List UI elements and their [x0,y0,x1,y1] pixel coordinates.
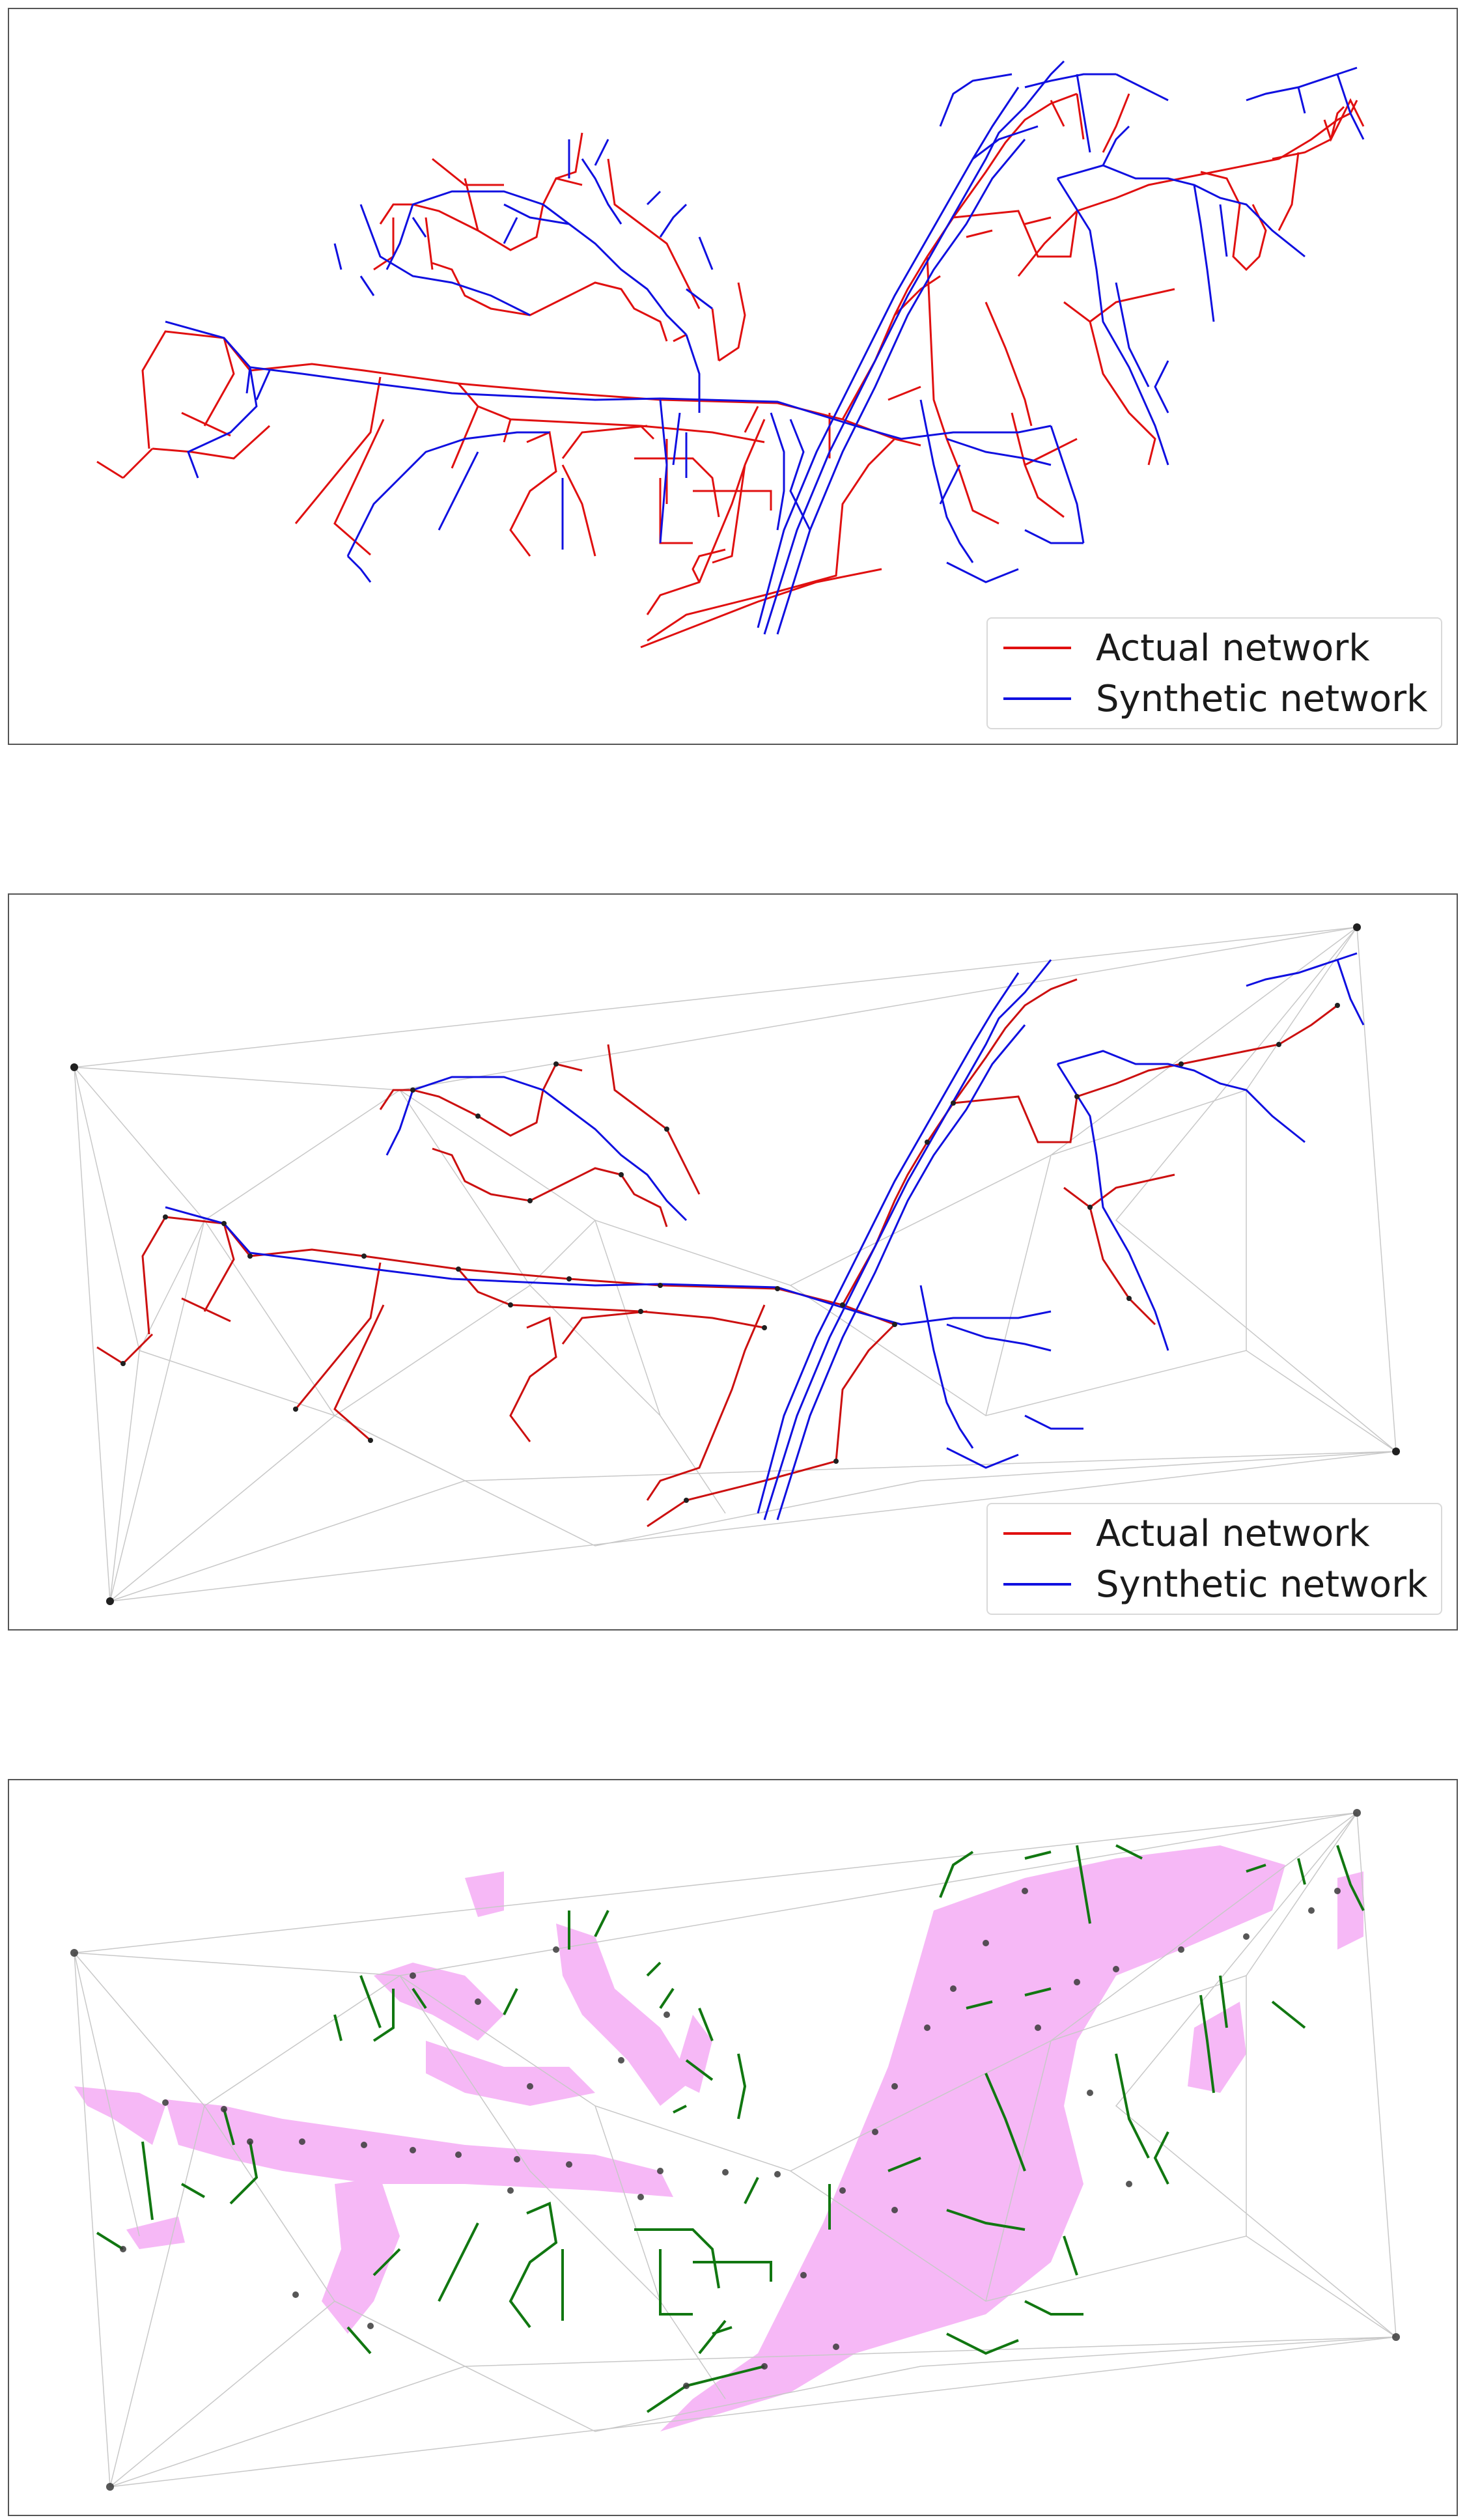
legend-label-actual: Actual network [1096,626,1370,669]
network-nodes [70,923,1400,1605]
network-plot-1 [96,60,1365,649]
actual-network-lines [96,92,1365,649]
network-plot-3 [70,1809,1400,2491]
legend-swatch-synthetic [1003,1583,1071,1586]
legend: Actual network Synthetic network [986,1503,1442,1615]
legend-label-synthetic: Synthetic network [1096,677,1428,720]
legend-entry-actual: Actual network [1003,1511,1370,1556]
unmatched-edges [96,1844,1365,2413]
legend-swatch-synthetic [1003,697,1071,700]
mismatch-regions [74,1845,1363,2431]
legend-swatch-actual [1003,647,1071,649]
actual-network-lines [96,978,1338,1528]
legend-label-actual: Actual network [1096,1512,1370,1555]
network-nodes [70,1809,1400,2491]
panel-mismatch-regions [8,1779,1458,2516]
synthetic-network-lines [165,952,1365,1520]
network-plot-2 [70,923,1400,1605]
legend-entry-actual: Actual network [1003,625,1370,671]
legend-swatch-actual [1003,1532,1071,1535]
legend-label-synthetic: Synthetic network [1096,1563,1428,1606]
legend-entry-synthetic: Synthetic network [1003,676,1428,721]
synthetic-network-lines [165,60,1365,635]
legend: Actual network Synthetic network [986,617,1442,729]
panel-actual-vs-synthetic: Actual network Synthetic network [8,8,1458,745]
delaunay-triangulation [74,927,1397,1602]
panel-networks-with-triangulation: Actual network Synthetic network [8,893,1458,1631]
legend-entry-synthetic: Synthetic network [1003,1561,1428,1607]
